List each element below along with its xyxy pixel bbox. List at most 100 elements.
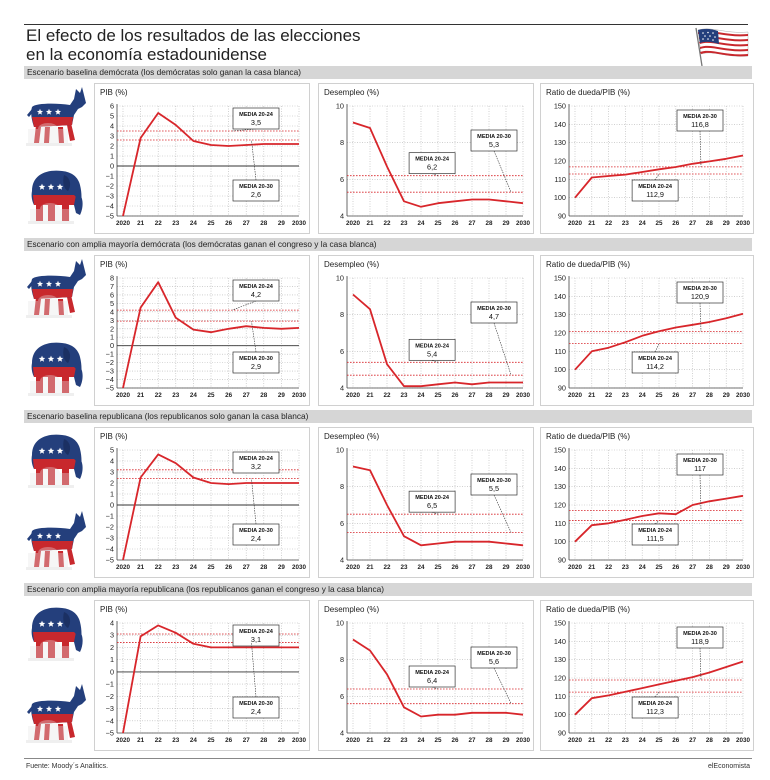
- callout-label: MEDIA 20-30: [239, 528, 273, 534]
- y-tick-label: 8: [340, 310, 344, 319]
- callout-leader: [699, 302, 702, 332]
- x-tick-label: 2020: [346, 392, 361, 399]
- x-tick-label: 29: [502, 564, 510, 571]
- callout-leader: [654, 173, 660, 181]
- y-tick-label: 6: [110, 290, 114, 299]
- callout-label: MEDIA 20-30: [683, 286, 717, 292]
- callout-label: MEDIA 20-30: [683, 458, 717, 464]
- x-tick-label: 26: [225, 737, 233, 744]
- callout-leader: [232, 300, 257, 311]
- callout-label: MEDIA 20-24: [638, 184, 673, 190]
- x-tick-label: 26: [451, 392, 459, 399]
- x-tick-label: 2020: [116, 737, 131, 744]
- chart-panel: Desempleo (%) 4 6 8 10 2020 21 22 23 24 25 26 27 28 29…: [318, 83, 534, 234]
- x-tick-label: 2020: [346, 220, 361, 227]
- x-tick-label: 22: [383, 392, 391, 399]
- chart-panel: Desempleo (%) 4 6 8 10 2020 21 22 23 24 25 26 27 28 29…: [318, 427, 534, 578]
- page-title: El efecto de los resultados de las elecc…: [26, 26, 361, 64]
- callout-value: 120,9: [691, 292, 709, 301]
- x-tick-label: 27: [689, 564, 697, 571]
- chart-panel: Ratio de dueda/PIB (%) 90 100 110 120 130 140 1…: [540, 83, 754, 234]
- x-tick-label: 23: [622, 737, 630, 744]
- callout-label: MEDIA 20-24: [239, 456, 274, 462]
- chart-title: Ratio de dueda/PIB (%): [546, 88, 631, 97]
- callout-value: 114,2: [646, 362, 664, 371]
- series-line: [352, 293, 523, 388]
- x-tick-label: 26: [451, 220, 459, 227]
- callout-box: [631, 696, 679, 719]
- x-tick-label: 25: [207, 220, 215, 227]
- x-tick-label: 21: [137, 220, 145, 227]
- callout-leader: [493, 322, 512, 376]
- x-tick-label: 24: [639, 392, 647, 399]
- x-tick-label: 24: [190, 392, 198, 399]
- x-tick-label: 28: [485, 392, 493, 399]
- x-tick-label: 27: [243, 564, 251, 571]
- callout-value: 117: [694, 464, 706, 473]
- y-tick-label: −2: [106, 358, 114, 367]
- y-tick-label: 110: [554, 347, 566, 356]
- x-tick-label: 24: [639, 564, 647, 571]
- x-tick-label: 28: [485, 737, 493, 744]
- republican-elephant-icon: [28, 434, 83, 488]
- callout-value: 5,4: [427, 349, 437, 358]
- y-tick-label: 140: [554, 464, 566, 473]
- callout-value: 6,2: [427, 163, 437, 172]
- callout-value: 118,9: [691, 637, 709, 646]
- callout-value: 5,5: [489, 484, 499, 493]
- callout-box: [232, 107, 280, 130]
- x-tick-label: 2030: [292, 392, 307, 399]
- chart-panel: Desempleo (%) 4 6 8 10 2020 21 22 23 24 25 26 27 28 29…: [318, 600, 534, 751]
- x-tick-label: 21: [588, 392, 596, 399]
- series-line: [122, 624, 299, 734]
- callout-box: [470, 301, 518, 324]
- y-tick-label: −4: [106, 716, 114, 725]
- x-tick-label: 28: [485, 220, 493, 227]
- y-tick-label: 5: [110, 112, 114, 121]
- x-tick-label: 2020: [568, 564, 583, 571]
- x-tick-label: 23: [622, 392, 630, 399]
- callout-value: 116,8: [691, 120, 709, 129]
- chart-title: Desempleo (%): [324, 88, 380, 97]
- x-tick-label: 2020: [568, 220, 583, 227]
- y-tick-label: 4: [110, 457, 114, 466]
- x-tick-label: 24: [190, 564, 198, 571]
- x-tick-label: 29: [723, 392, 731, 399]
- series-line: [574, 494, 744, 543]
- x-tick-label: 2030: [516, 737, 531, 744]
- x-tick-label: 25: [655, 392, 663, 399]
- x-tick-label: 2030: [736, 737, 751, 744]
- scenario-header: Escenario con amplia mayoría republicana…: [24, 583, 752, 596]
- callout-box: [232, 279, 280, 302]
- y-tick-label: 1: [110, 655, 114, 664]
- x-tick-label: 26: [672, 392, 680, 399]
- republican-elephant-icon: [28, 607, 83, 661]
- chart-title: Desempleo (%): [324, 260, 380, 269]
- y-tick-label: 130: [554, 310, 566, 319]
- x-tick-label: 27: [468, 564, 476, 571]
- y-tick-label: 120: [554, 501, 566, 510]
- y-tick-label: 1: [110, 152, 114, 161]
- y-tick-label: 10: [336, 274, 344, 283]
- y-tick-label: 4: [110, 307, 114, 316]
- chart-title: Ratio de dueda/PIB (%): [546, 260, 631, 269]
- y-tick-label: 6: [340, 347, 344, 356]
- y-tick-label: 7: [110, 282, 114, 291]
- republican-elephant-icon: [28, 342, 83, 396]
- line-chart: 4 6 8 10 2020 21 22 23 24 25 26 27 28 29 2030 MEDIA 20-…: [336, 102, 531, 228]
- callout-value: 2,6: [251, 190, 261, 199]
- y-tick-label: 130: [554, 655, 566, 664]
- x-tick-label: 2020: [568, 392, 583, 399]
- line-chart: 4 6 8 10 2020 21 22 23 24 25 26 27 28 29 2030 MEDIA 20-…: [336, 274, 531, 400]
- callout-leader: [493, 494, 512, 533]
- x-tick-label: 28: [706, 392, 714, 399]
- y-tick-label: 100: [554, 193, 566, 202]
- y-tick-label: 10: [336, 102, 344, 111]
- callout-label: MEDIA 20-24: [239, 112, 274, 118]
- line-chart: 90 100 110 120 130 140 150 2020 21 22 23 24 25 26 27 28…: [554, 274, 751, 400]
- callout-value: 5,6: [489, 657, 499, 666]
- y-tick-label: 4: [340, 212, 344, 221]
- x-tick-label: 21: [588, 564, 596, 571]
- x-tick-label: 26: [225, 220, 233, 227]
